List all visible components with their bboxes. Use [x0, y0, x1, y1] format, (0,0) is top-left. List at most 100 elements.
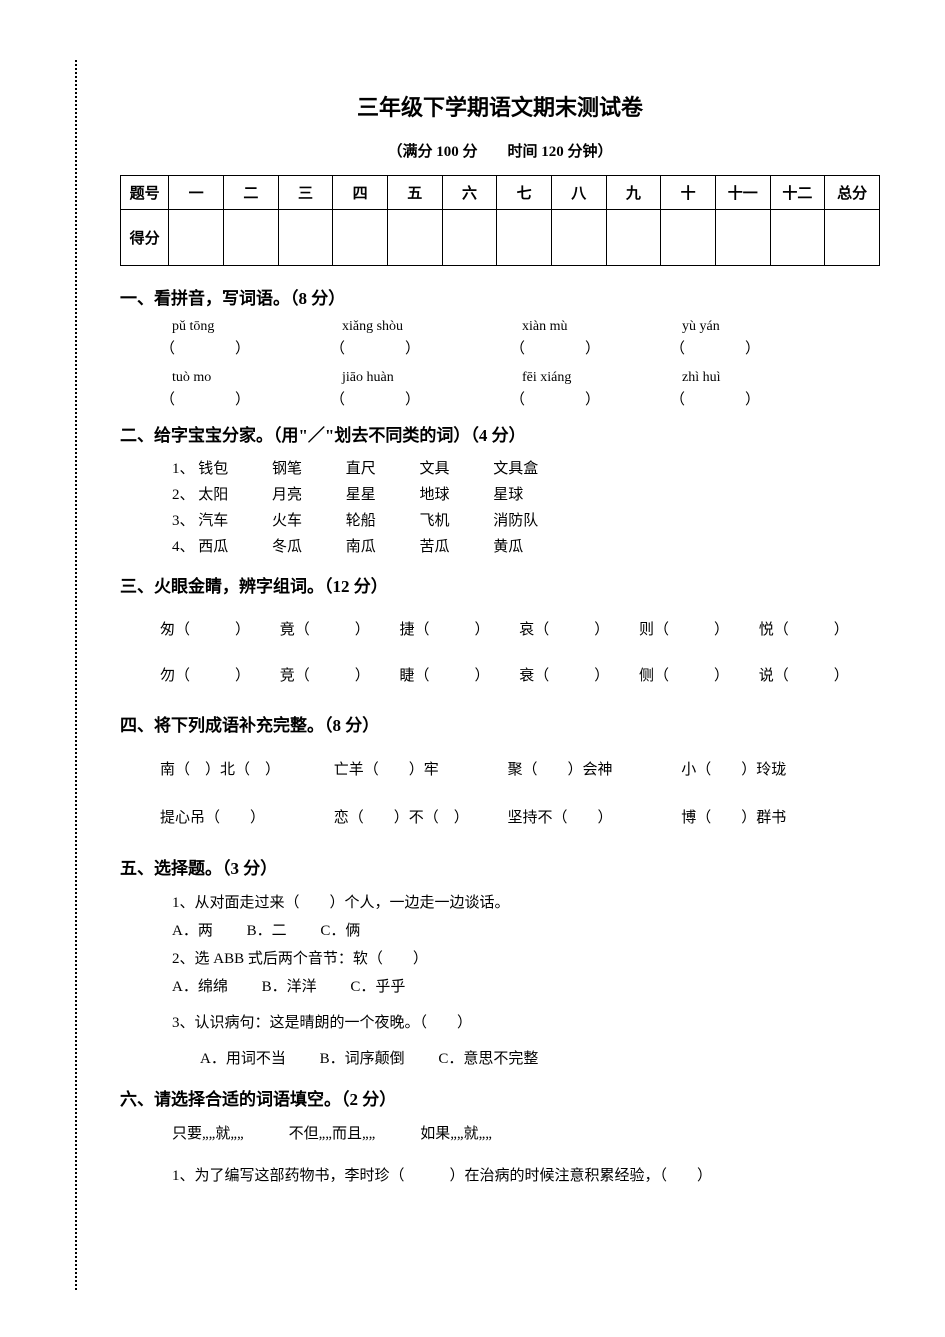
- col-header: 六: [442, 176, 497, 210]
- word: 文具: [420, 456, 490, 482]
- page-title: 三年级下学期语文期末测试卷: [120, 90, 880, 122]
- char-pair: 勿（ ）: [160, 653, 276, 699]
- q6-sentence: 1、为了编写这部药物书，李时珍（ ）在治病的时候注意积累经验，（ ）: [172, 1162, 880, 1190]
- score-cell: [333, 210, 388, 266]
- blank: （ ）: [330, 337, 510, 358]
- word: 太阳: [198, 482, 268, 508]
- q4-row: 南（ ）北（ ） 亡羊（ ）牢 聚（ ）会神 小（ ）玲珑: [160, 746, 880, 794]
- header-label: 题号: [121, 176, 169, 210]
- word: 西瓜: [198, 534, 268, 560]
- word: 南瓜: [346, 534, 416, 560]
- word: 钢笔: [272, 456, 342, 482]
- char-pair: 匆（ ）: [160, 607, 276, 653]
- q4-title: 四、将下列成语补充完整。（8 分）: [120, 711, 880, 736]
- score-cell: [825, 210, 880, 266]
- word: 轮船: [346, 508, 416, 534]
- blank: （ ）: [160, 388, 330, 409]
- char-pair: 衰（ ）: [519, 653, 635, 699]
- pinyin: xiǎng shòu: [342, 319, 522, 335]
- idiom: 小（ ）玲珑: [681, 746, 851, 794]
- word: 直尺: [346, 456, 416, 482]
- q5-title: 五、选择题。（3 分）: [120, 854, 880, 879]
- item-num: 4、: [172, 539, 195, 555]
- option: A．两: [172, 917, 213, 945]
- col-header: 二: [224, 176, 279, 210]
- q3-row: 匆（ ） 竟（ ） 捷（ ） 哀（ ） 则（ ） 悦（ ）: [160, 607, 880, 653]
- pinyin: xiàn mù: [522, 319, 682, 335]
- score-cell: [661, 210, 716, 266]
- char-pair: 悦（ ）: [759, 607, 875, 653]
- q6-options: 只要„„就„„ 不但„„而且„„ 如果„„就„„: [172, 1120, 880, 1148]
- option: A．绵绵: [172, 973, 228, 1001]
- score-cell: [387, 210, 442, 266]
- blank: （ ）: [670, 337, 820, 358]
- item-num: 3、: [172, 513, 195, 529]
- option: B．二: [247, 917, 287, 945]
- score-cell: [551, 210, 606, 266]
- col-header: 三: [278, 176, 333, 210]
- q2-title: 二、给字宝宝分家。（用"／"划去不同类的词）（4 分）: [120, 421, 880, 446]
- char-pair: 竟（ ）: [280, 607, 396, 653]
- score-label: 得分: [121, 210, 169, 266]
- word: 钱包: [198, 456, 268, 482]
- pinyin: tuò mo: [172, 370, 342, 386]
- q1-title: 一、看拼音，写词语。（8 分）: [120, 284, 880, 309]
- char-pair: 说（ ）: [759, 653, 875, 699]
- pinyin: jiāo huàn: [342, 370, 522, 386]
- q2-item: 3、 汽车 火车 轮船 飞机 消防队: [172, 508, 880, 534]
- word: 冬瓜: [272, 534, 342, 560]
- blank-row: （ ） （ ） （ ） （ ）: [160, 388, 880, 409]
- col-header: 十二: [770, 176, 825, 210]
- word: 星球: [493, 482, 563, 508]
- col-header: 八: [551, 176, 606, 210]
- q5-question: 2、选 ABB 式后两个音节：软（ ）: [172, 945, 880, 973]
- score-cell: [169, 210, 224, 266]
- pinyin: yù yán: [682, 319, 832, 335]
- q5-question: 1、从对面走过来（ ）个人，一边走一边谈话。: [172, 889, 880, 917]
- word: 火车: [272, 508, 342, 534]
- blank: （ ）: [510, 337, 670, 358]
- pinyin-row: pǔ tōng xiǎng shòu xiàn mù yù yán: [172, 319, 880, 335]
- char-pair: 竞（ ）: [280, 653, 396, 699]
- idiom: 南（ ）北（ ）: [160, 746, 330, 794]
- col-header: 四: [333, 176, 388, 210]
- char-pair: 则（ ）: [639, 607, 755, 653]
- score-cell: [715, 210, 770, 266]
- q5-question: 3、认识病句：这是晴朗的一个夜晚。（ ）: [172, 1009, 880, 1037]
- item-num: 1、: [172, 461, 195, 477]
- col-header: 十一: [715, 176, 770, 210]
- blank: （ ）: [510, 388, 670, 409]
- word: 月亮: [272, 482, 342, 508]
- option: A．用词不当: [200, 1045, 286, 1073]
- col-header: 总分: [825, 176, 880, 210]
- blank: （ ）: [330, 388, 510, 409]
- word: 消防队: [493, 508, 563, 534]
- score-cell: [497, 210, 552, 266]
- item-num: 2、: [172, 487, 195, 503]
- option: C．意思不完整: [438, 1045, 538, 1073]
- pinyin: pǔ tōng: [172, 319, 342, 335]
- col-header: 七: [497, 176, 552, 210]
- score-cell: [224, 210, 279, 266]
- option: C．乎乎: [350, 973, 405, 1001]
- q6-title: 六、请选择合适的词语填空。（2 分）: [120, 1085, 880, 1110]
- word: 星星: [346, 482, 416, 508]
- idiom: 坚持不（ ）: [508, 794, 678, 842]
- table-row: 题号 一 二 三 四 五 六 七 八 九 十 十一 十二 总分: [121, 176, 880, 210]
- page-content: 三年级下学期语文期末测试卷 （满分 100 分 时间 120 分钟） 题号 一 …: [120, 90, 880, 1190]
- binding-line: [75, 60, 77, 1290]
- score-cell: [606, 210, 661, 266]
- option: B．词序颠倒: [320, 1045, 405, 1073]
- q2-item: 1、 钱包 钢笔 直尺 文具 文具盒: [172, 456, 880, 482]
- option: C．俩: [320, 917, 360, 945]
- pinyin: zhì huì: [682, 370, 832, 386]
- blank-row: （ ） （ ） （ ） （ ）: [160, 337, 880, 358]
- blank: （ ）: [670, 388, 820, 409]
- word: 飞机: [420, 508, 490, 534]
- char-pair: 捷（ ）: [400, 607, 516, 653]
- char-pair: 侧（ ）: [639, 653, 755, 699]
- q3-title: 三、火眼金睛，辨字组词。（12 分）: [120, 572, 880, 597]
- pinyin: fēi xiáng: [522, 370, 682, 386]
- q3-row: 勿（ ） 竞（ ） 睫（ ） 衰（ ） 侧（ ） 说（ ）: [160, 653, 880, 699]
- idiom: 聚（ ）会神: [508, 746, 678, 794]
